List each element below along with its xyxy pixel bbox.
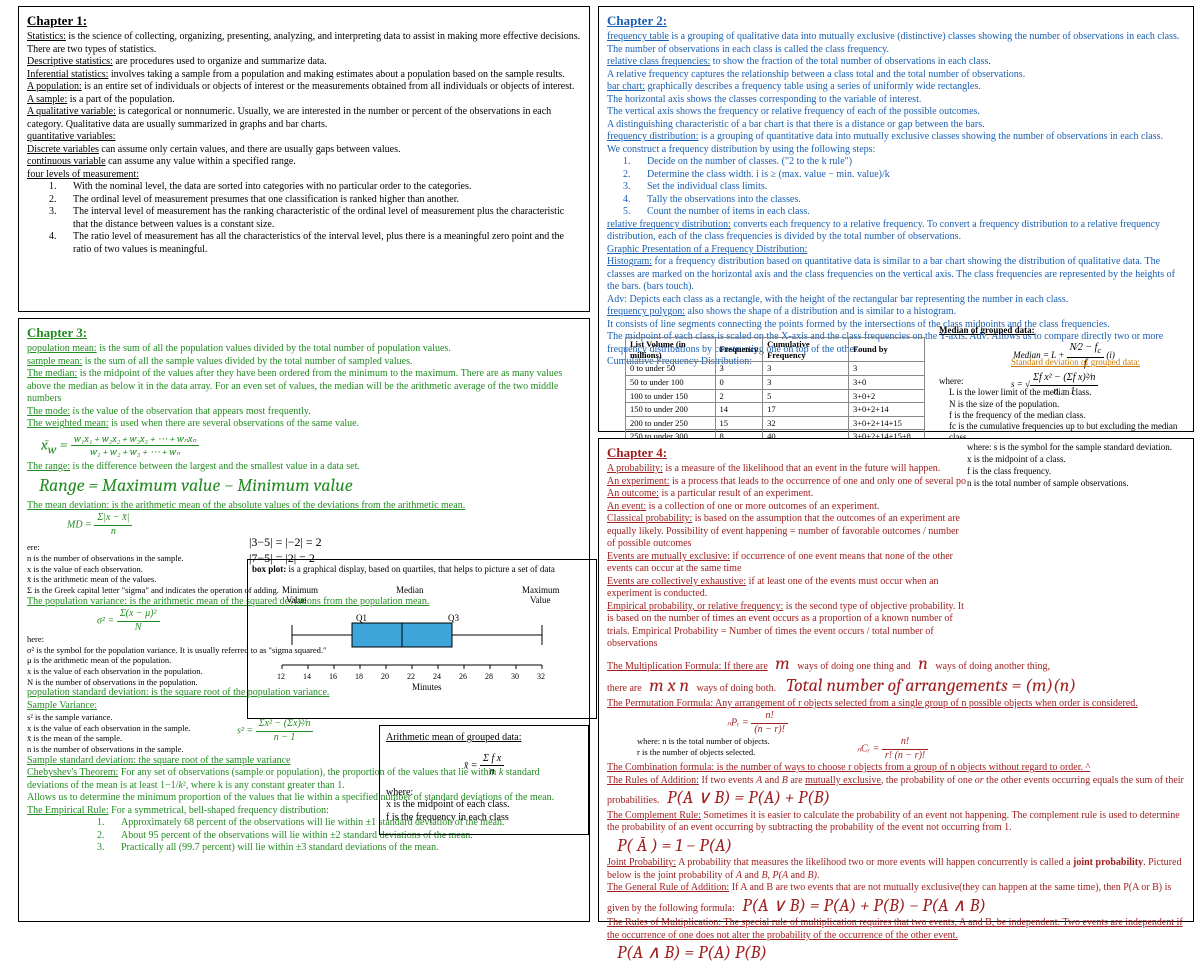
grouped-mean-box: Arithmetic mean of grouped data: x̄ = Σ … — [379, 725, 589, 835]
sd-grouped-box: Standard deviation of grouped data: s = … — [1011, 357, 1191, 398]
svg-text:Minimum: Minimum — [282, 585, 318, 595]
chapter-4-panel: where: s is the symbol for the sample st… — [598, 438, 1194, 922]
freq-dist-steps: Decide on the number of classes. ("2 to … — [633, 156, 1185, 219]
side-notes: where: s is the symbol for the sample st… — [967, 441, 1189, 490]
measurement-levels-list: With the nominal level, the data are sor… — [59, 181, 581, 256]
weighted-mean-formula: x̄w = w₁x₁ + w₂x₂ + w₃x₃ + ⋯ + wₙxₙw₁ + … — [41, 433, 581, 459]
svg-text:18: 18 — [355, 672, 363, 681]
svg-text:20: 20 — [381, 672, 389, 681]
boxplot-box: box plot: is a graphical display, based … — [247, 559, 597, 719]
range-formula: Range = Maximum value − Minimum value — [39, 475, 569, 498]
svg-text:Q1: Q1 — [356, 613, 367, 623]
svg-text:26: 26 — [459, 672, 467, 681]
svg-text:28: 28 — [485, 672, 493, 681]
chapter-1-title: Chapter 1: — [27, 13, 581, 29]
chapter-1-panel: Chapter 1: Statistics: is the science of… — [18, 6, 590, 312]
chapter-2-title: Chapter 2: — [607, 13, 1185, 29]
svg-text:12: 12 — [277, 672, 285, 681]
svg-text:14: 14 — [303, 672, 311, 681]
svg-text:Maximum: Maximum — [522, 585, 560, 595]
svg-text:32: 32 — [537, 672, 545, 681]
svg-text:Median: Median — [396, 585, 424, 595]
svg-text:Minutes: Minutes — [412, 682, 442, 692]
svg-text:Value: Value — [530, 595, 551, 605]
svg-text:22: 22 — [407, 672, 415, 681]
svg-text:30: 30 — [511, 672, 519, 681]
boxplot-svg: MinimumValue Median MaximumValue Q1 Q3 1… — [252, 575, 592, 695]
chapter-3-panel: Chapter 3: population mean: is the sum o… — [18, 318, 590, 922]
chapter-3-title: Chapter 3: — [27, 325, 581, 341]
svg-text:Value: Value — [286, 595, 307, 605]
chapter-2-panel: Chapter 2: frequency table is a grouping… — [598, 6, 1194, 432]
svg-text:24: 24 — [433, 672, 441, 681]
svg-text:16: 16 — [329, 672, 337, 681]
svg-text:Q3: Q3 — [448, 613, 459, 623]
